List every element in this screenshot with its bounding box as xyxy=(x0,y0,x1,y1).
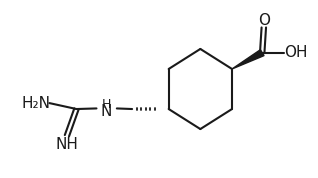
Text: H₂N: H₂N xyxy=(22,96,51,111)
Text: H: H xyxy=(102,98,111,111)
Polygon shape xyxy=(232,50,264,69)
Text: O: O xyxy=(258,13,270,28)
Text: NH: NH xyxy=(55,137,78,152)
Text: N: N xyxy=(101,104,112,119)
Text: OH: OH xyxy=(284,45,308,60)
